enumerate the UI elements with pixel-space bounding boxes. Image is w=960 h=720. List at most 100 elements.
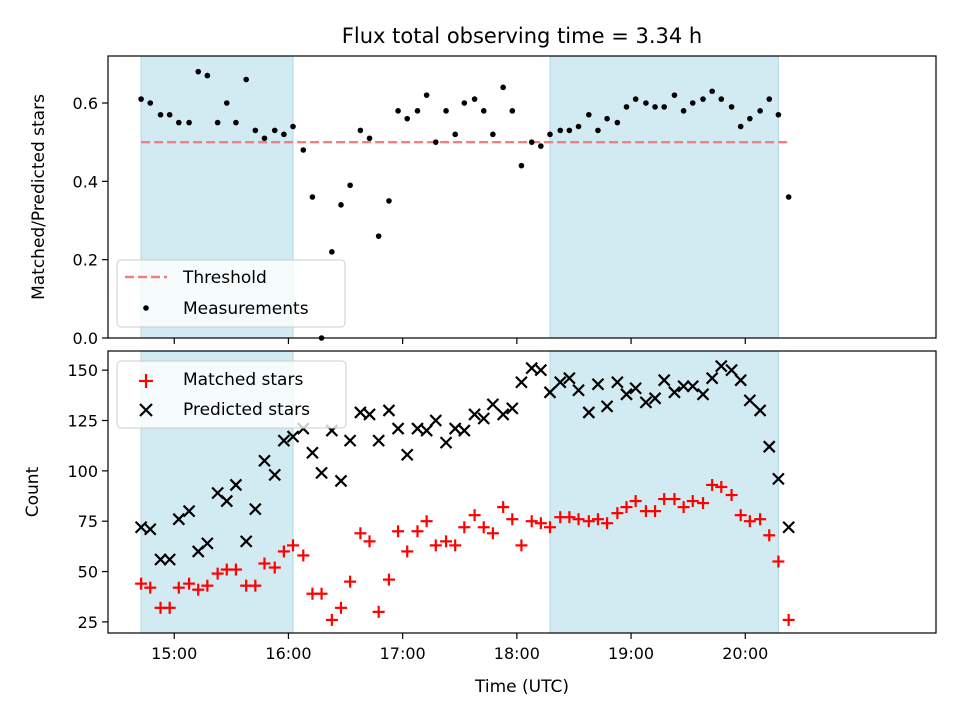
measurement-point — [500, 84, 506, 91]
count-shaded-interval-1 — [549, 350, 779, 634]
predicted-star-point-b — [553, 375, 567, 389]
predicted-star-point — [382, 404, 396, 417]
measurement-point — [452, 131, 458, 138]
predicted-star-point-b — [343, 434, 357, 447]
predicted-star-point — [620, 388, 633, 401]
matched-star-point — [354, 527, 367, 540]
count-points — [134, 359, 795, 626]
measurement-point — [290, 123, 296, 130]
measurement-point — [671, 92, 678, 98]
predicted-star-point-b — [420, 424, 433, 437]
measurement-point — [404, 115, 411, 122]
predicted-star-point-b — [486, 398, 500, 411]
predicted-star-point-b — [182, 504, 196, 518]
count-x-tick-label: 17:00 — [380, 644, 426, 663]
count-panel: 25 50 75 100 125 150 15:00 16:00 17:00 18:00 19:0… — [23, 350, 937, 697]
count-x-tick-label: 20:00 — [722, 644, 768, 663]
measurement-point — [214, 119, 221, 126]
ratio-panel: 0.0 0.2 0.4 0.6 Matched/Predicted stars Thr… — [29, 55, 937, 348]
matched-star-point — [468, 509, 481, 522]
ratio-y-tick-label: 0.2 — [73, 251, 98, 270]
predicted-star-point — [286, 430, 300, 443]
predicted-star-point — [762, 440, 776, 453]
ratio-y-tick-label: 0.6 — [73, 94, 98, 113]
predicted-star-point — [372, 434, 385, 447]
matched-star-point — [297, 549, 310, 562]
predicted-star-point-b — [439, 436, 453, 449]
matched-star-point — [201, 579, 214, 592]
ratio-y-axis-label: Matched/Predicted stars — [29, 94, 49, 300]
measurement-point — [700, 96, 706, 102]
measurement-point — [509, 108, 516, 114]
predicted-star-point — [182, 504, 196, 518]
predicted-star-point — [782, 520, 795, 534]
predicted-star-point — [715, 359, 728, 373]
measurement-point — [623, 104, 630, 110]
measurement-point — [252, 127, 259, 134]
count-y-tick-label: 125 — [67, 411, 98, 430]
matched-star-point — [183, 577, 196, 590]
predicted-star-point-b — [639, 396, 653, 409]
predicted-star-point-b — [696, 388, 710, 401]
matched-star-point — [754, 513, 767, 526]
predicted-star-point — [268, 468, 282, 482]
predicted-star-point — [458, 424, 471, 437]
predicted-star-point — [611, 375, 624, 389]
predicted-star-point — [201, 537, 214, 550]
predicted-star-point-b — [277, 434, 291, 447]
predicted-star-point-b — [239, 535, 253, 548]
ratio-x-ticks — [173, 338, 746, 344]
matched-star-point — [725, 489, 738, 502]
measurement-point — [595, 127, 601, 134]
count-y-ticks: 25 50 75 100 125 150 — [67, 361, 108, 632]
matched-star-point — [411, 525, 424, 538]
predicted-star-point-b — [515, 375, 528, 389]
predicted-star-point-b — [391, 422, 405, 435]
matched-star-point — [229, 563, 242, 576]
matched-star-point — [344, 575, 357, 588]
measurement-point — [718, 96, 725, 102]
measurement-point — [195, 68, 202, 75]
measurement-point — [757, 108, 763, 114]
matched-star-point — [706, 478, 719, 491]
predicted-star-point — [582, 406, 596, 419]
measurement-point — [652, 104, 658, 110]
predicted-star-point — [525, 361, 538, 375]
predicted-star-point — [163, 553, 176, 566]
measurement-point — [586, 111, 592, 118]
measurement-point — [547, 131, 553, 138]
measurement-points — [138, 68, 792, 341]
count-y-tick-label: 150 — [67, 361, 98, 380]
predicted-star-point-b — [772, 472, 785, 486]
predicted-star-point — [448, 422, 462, 435]
predicted-star-point — [420, 424, 433, 437]
predicted-legend-swatch — [139, 403, 153, 417]
predicted-star-point — [477, 412, 491, 425]
measurement-point — [557, 127, 564, 134]
matched-star-point — [572, 513, 585, 526]
measurement-point — [138, 96, 144, 102]
predicted-star-point-b — [468, 408, 481, 421]
predicted-star-point-b — [172, 512, 186, 526]
measurements-legend-swatch — [143, 305, 149, 311]
predicted-star-point — [629, 381, 642, 395]
predicted-star-point — [686, 379, 700, 393]
predicted-star-point — [725, 363, 738, 377]
count-plot-frame — [107, 350, 937, 634]
predicted-star-point — [705, 371, 719, 385]
predicted-star-point — [429, 414, 443, 427]
chart-title: Flux total observing time = 3.34 h — [342, 24, 702, 48]
matched-star-point — [543, 521, 556, 534]
matched-star-point — [163, 601, 176, 614]
measurement-point — [538, 143, 544, 149]
predicted-star-point — [239, 535, 253, 548]
predicted-star-point — [400, 448, 414, 462]
matched-star-point — [563, 511, 576, 524]
measurement-point — [432, 139, 439, 145]
matched-star-point — [686, 495, 699, 508]
predicted-star-point-b — [229, 478, 243, 492]
ratio-y-ticks: 0.0 0.2 0.4 0.6 — [73, 94, 108, 348]
predicted-star-point — [172, 512, 186, 526]
predicted-star-point-b — [201, 537, 214, 550]
predicted-star-point-b — [782, 520, 795, 534]
